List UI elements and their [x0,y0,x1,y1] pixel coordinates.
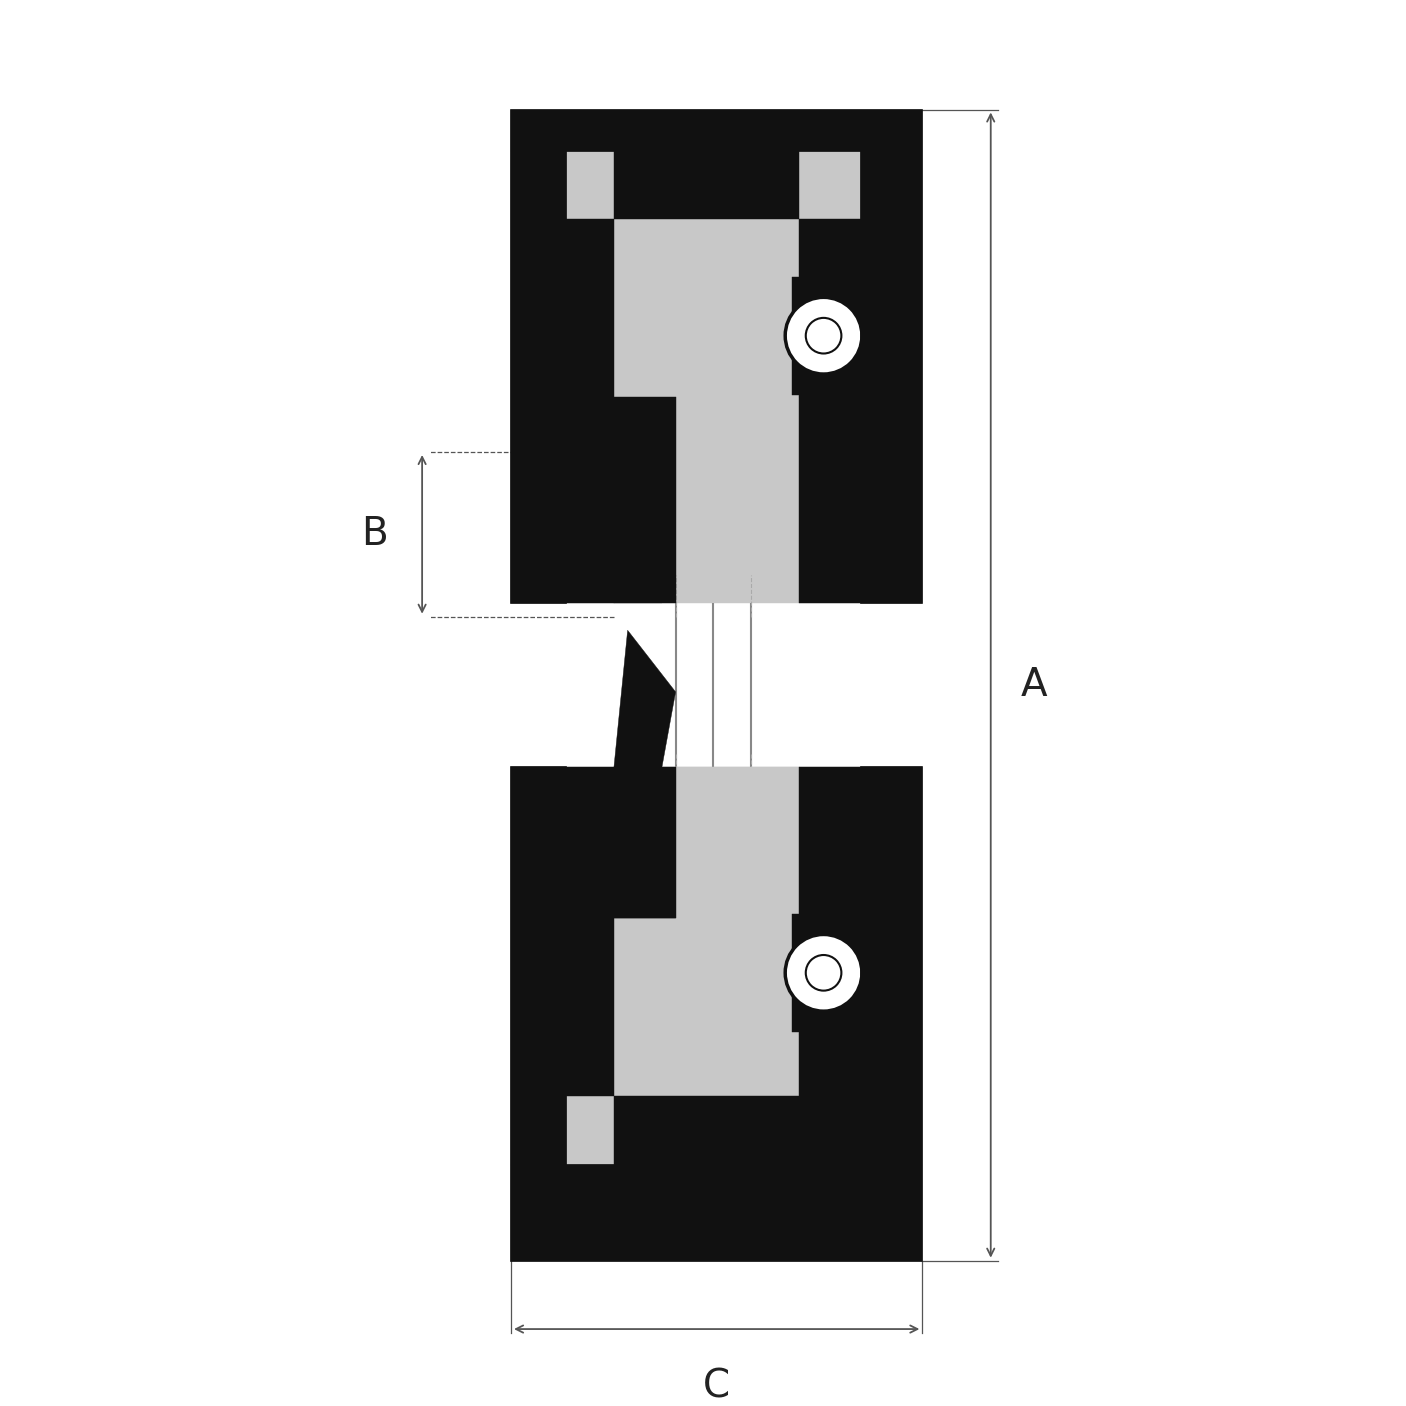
Polygon shape [860,768,922,1164]
Polygon shape [614,630,676,768]
Polygon shape [614,808,676,918]
Polygon shape [614,768,676,918]
Polygon shape [614,768,799,1035]
Polygon shape [567,150,860,603]
Polygon shape [512,1164,922,1261]
Circle shape [806,318,841,353]
Polygon shape [799,768,860,1035]
Text: B: B [361,516,388,554]
Polygon shape [567,219,614,603]
Polygon shape [614,453,676,562]
Polygon shape [799,1035,860,1164]
Polygon shape [792,914,868,1032]
Polygon shape [567,768,860,1164]
Polygon shape [614,150,799,219]
Circle shape [785,935,862,1011]
Polygon shape [512,150,567,603]
Polygon shape [799,398,860,603]
Polygon shape [614,219,799,398]
Circle shape [785,297,862,374]
Text: A: A [1021,666,1047,704]
Polygon shape [614,398,676,603]
Polygon shape [614,439,676,603]
Polygon shape [512,768,567,1164]
Polygon shape [799,219,860,398]
Polygon shape [860,150,922,603]
Polygon shape [567,768,614,1097]
Polygon shape [792,277,868,395]
Polygon shape [512,110,922,150]
Text: C: C [703,1368,730,1406]
Polygon shape [614,1097,799,1164]
Circle shape [806,955,841,991]
